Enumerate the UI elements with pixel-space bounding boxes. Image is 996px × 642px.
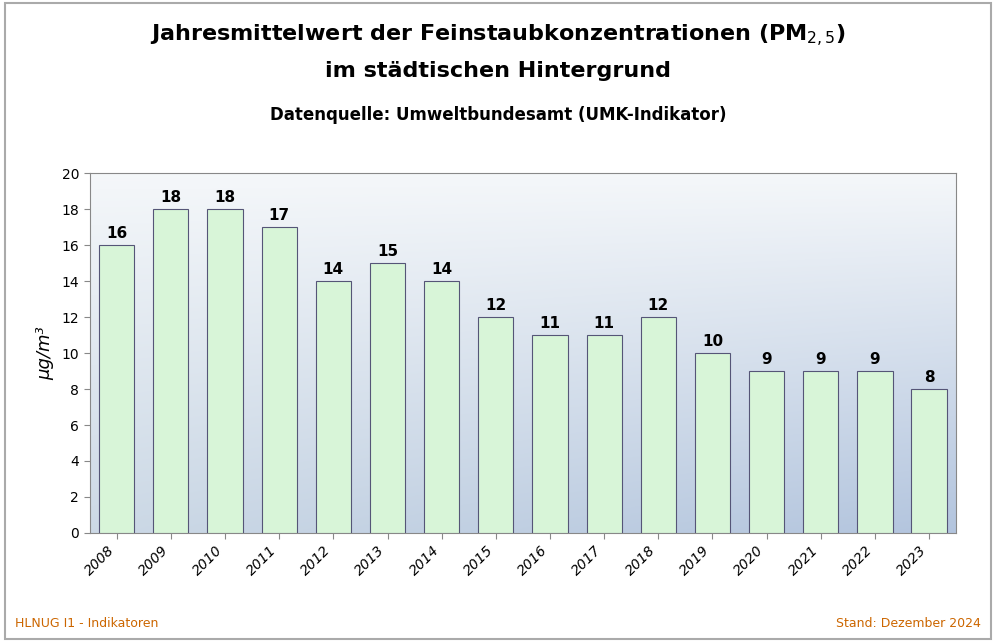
Bar	[695, 353, 730, 533]
Bar	[424, 281, 459, 533]
Bar	[640, 317, 676, 533]
Text: 14: 14	[323, 262, 344, 277]
Bar	[478, 317, 513, 533]
Text: Jahresmittelwert der Feinstaubkonzentrationen (PM$_{2,5}$): Jahresmittelwert der Feinstaubkonzentrat…	[150, 22, 846, 49]
Text: Datenquelle: Umweltbundesamt (UMK-Indikator): Datenquelle: Umweltbundesamt (UMK-Indika…	[270, 106, 726, 124]
Bar	[749, 371, 784, 533]
Text: 15: 15	[376, 244, 398, 259]
Text: 11: 11	[540, 316, 561, 331]
Bar	[587, 335, 622, 533]
Text: 16: 16	[107, 226, 127, 241]
Bar	[911, 389, 946, 533]
Text: 9: 9	[816, 352, 826, 367]
Bar	[100, 245, 134, 533]
Text: Stand: Dezember 2024: Stand: Dezember 2024	[837, 618, 981, 630]
Text: 18: 18	[214, 190, 236, 205]
Text: 14: 14	[431, 262, 452, 277]
Bar	[153, 209, 188, 533]
Text: 10: 10	[702, 334, 723, 349]
Text: 12: 12	[647, 298, 669, 313]
Text: 8: 8	[923, 370, 934, 385]
Bar	[370, 263, 405, 533]
Text: 9: 9	[761, 352, 772, 367]
Text: 9: 9	[870, 352, 880, 367]
Text: 11: 11	[594, 316, 615, 331]
Text: HLNUG I1 - Indikatoren: HLNUG I1 - Indikatoren	[15, 618, 158, 630]
Bar	[207, 209, 243, 533]
Bar	[803, 371, 839, 533]
Bar	[533, 335, 568, 533]
Text: 12: 12	[485, 298, 506, 313]
Bar	[262, 227, 297, 533]
Y-axis label: µg/m³: µg/m³	[37, 326, 55, 380]
Text: im städtischen Hintergrund: im städtischen Hintergrund	[325, 61, 671, 81]
Bar	[858, 371, 892, 533]
Text: 18: 18	[160, 190, 181, 205]
Bar	[316, 281, 351, 533]
Text: 17: 17	[269, 208, 290, 223]
